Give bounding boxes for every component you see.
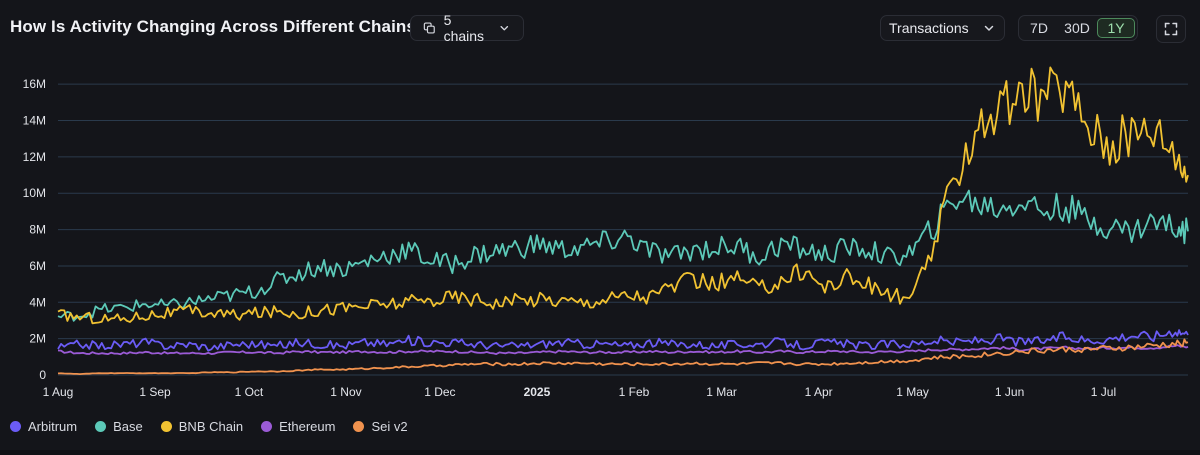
legend-label: BNB Chain — [178, 418, 244, 434]
range-30d-button[interactable]: 30D — [1064, 20, 1090, 36]
series-lines — [57, 66, 1189, 376]
x-tick-label: 1 Jun — [995, 385, 1024, 399]
divider — [0, 450, 1200, 455]
legend-swatch — [353, 420, 365, 432]
x-tick-label: 1 May — [896, 385, 929, 399]
series-line-base[interactable] — [57, 189, 1189, 322]
y-tick-label: 10M — [23, 186, 46, 200]
y-tick-label: 14M — [23, 114, 46, 128]
x-axis-labels: 1 Aug 1 Sep 1 Oct 1 Nov 1 Dec 2025 1 Feb 1 Mar 1… — [43, 385, 1117, 399]
legend-item-base[interactable]: Base — [95, 419, 143, 434]
legend-item-ethereum[interactable]: Ethereum — [261, 419, 335, 434]
grid-lines — [58, 83, 1188, 376]
x-tick-label: 1 Mar — [706, 385, 737, 399]
legend-label: Ethereum — [279, 418, 336, 434]
range-1y-button[interactable]: 1Y — [1097, 18, 1135, 38]
y-tick-label: 2M — [29, 332, 46, 346]
chevron-down-icon — [984, 25, 994, 31]
x-tick-label: 1 Aug — [43, 385, 74, 399]
chains-label: 5 chains — [443, 12, 485, 44]
series-line-arbitrum[interactable] — [57, 329, 1189, 352]
y-tick-label: 6M — [29, 259, 46, 273]
legend-item-bnb-chain[interactable]: BNB Chain — [160, 418, 244, 434]
y-tick-label: 8M — [29, 223, 46, 237]
x-tick-label: 1 Dec — [424, 385, 455, 399]
chart-header: How Is Activity Changing Across Differen… — [0, 0, 1200, 56]
legend-swatch — [160, 420, 172, 432]
x-tick-label: 1 Jul — [1091, 385, 1116, 399]
x-tick-label: 1 Oct — [235, 385, 264, 399]
legend-item-arbitrum[interactable]: Arbitrum — [10, 419, 77, 434]
legend: Arbitrum Base BNB Chain Ethereum Sei v2 — [10, 416, 408, 436]
series-line-bnb-chain[interactable] — [57, 66, 1189, 325]
metric-label: Transactions — [889, 20, 969, 36]
expand-icon — [1164, 22, 1178, 36]
x-tick-label: 1 Nov — [330, 385, 361, 399]
legend-label: Sei v2 — [371, 418, 408, 434]
legend-label: Arbitrum — [28, 418, 78, 434]
y-tick-label: 0 — [39, 368, 46, 382]
x-tick-label: 1 Feb — [619, 385, 650, 399]
range-7d-button[interactable]: 7D — [1030, 20, 1048, 36]
chevron-down-icon — [500, 25, 509, 31]
series-line-sei-v2[interactable] — [57, 338, 1189, 376]
page-title: How Is Activity Changing Across Differen… — [10, 17, 427, 36]
x-tick-label: 2025 — [524, 385, 551, 399]
time-range-toggle: 7D 30D 1Y — [1018, 15, 1138, 41]
x-tick-label: 1 Sep — [139, 385, 171, 399]
legend-swatch — [261, 420, 273, 432]
y-tick-label: 16M — [23, 77, 46, 91]
metric-selector-button[interactable]: Transactions — [880, 15, 1005, 41]
y-tick-label: 4M — [29, 295, 46, 309]
legend-swatch — [95, 420, 107, 432]
y-tick-label: 12M — [23, 150, 46, 164]
chains-selector-button[interactable]: 5 chains — [410, 12, 524, 44]
legend-swatch — [10, 420, 21, 432]
legend-label: Base — [113, 418, 143, 434]
x-tick-label: 1 Apr — [805, 385, 833, 399]
line-chart: 0 2M 4M 6M 8M 10M 12M 14M 16M 1 Aug 1 Sep 1 Oct 1 N… — [23, 66, 1189, 399]
layers-icon — [423, 22, 435, 34]
series-line-ethereum[interactable] — [57, 344, 1189, 356]
legend-item-sei-v2[interactable]: Sei v2 — [353, 418, 408, 434]
fullscreen-button[interactable] — [1156, 15, 1186, 43]
y-axis-labels: 0 2M 4M 6M 8M 10M 12M 14M 16M — [23, 77, 47, 382]
